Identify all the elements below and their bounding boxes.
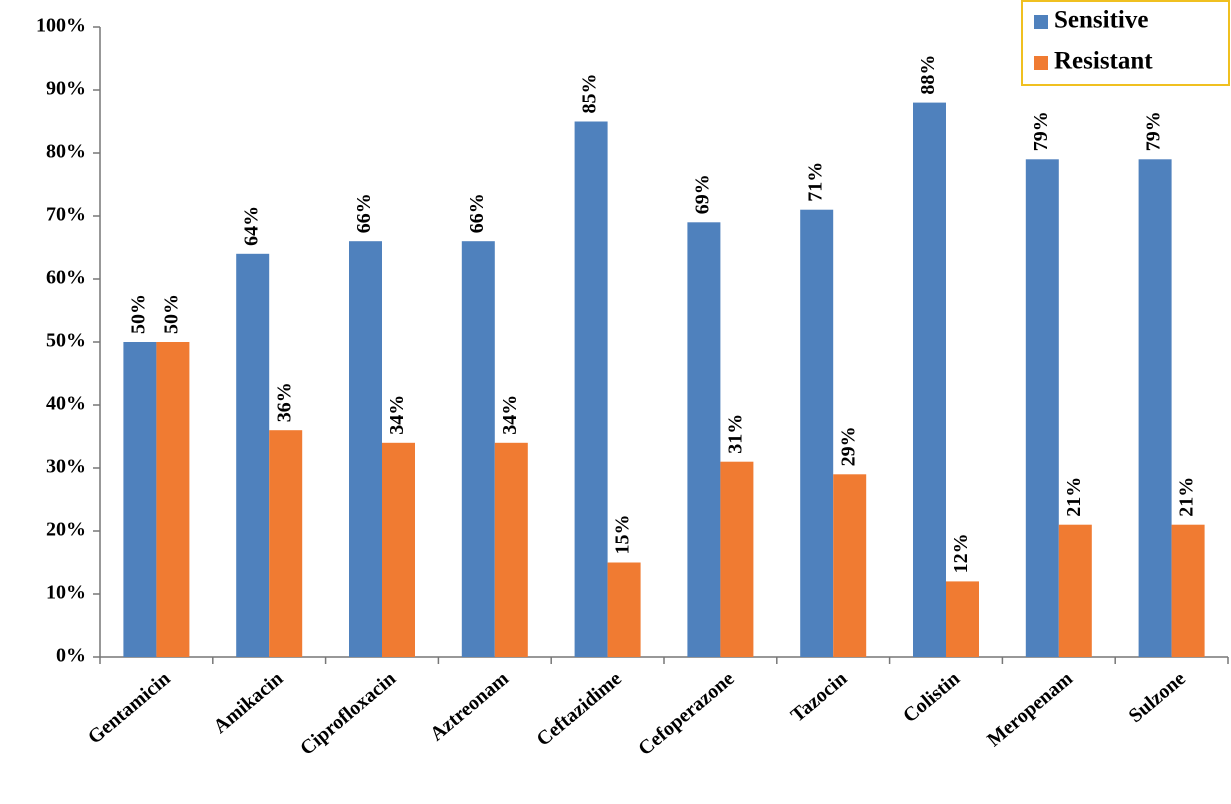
bar <box>156 342 190 657</box>
x-tick-label: Meropenam <box>983 667 1077 751</box>
x-tick-label: Sulzone <box>1125 667 1190 727</box>
value-label: 85% <box>579 74 601 114</box>
value-label: 31% <box>724 414 746 454</box>
value-label: 34% <box>386 395 408 435</box>
bar <box>833 474 867 657</box>
x-tick-label: Cefoperazone <box>634 667 738 760</box>
bar <box>1171 524 1205 657</box>
legend-label: Sensitive <box>1054 7 1148 34</box>
value-label: 21% <box>1176 477 1198 517</box>
value-label: 21% <box>1063 477 1085 517</box>
value-label: 69% <box>691 174 713 214</box>
value-label: 34% <box>499 395 521 435</box>
y-tick-label: 50% <box>46 330 86 352</box>
value-label: 71% <box>804 162 826 202</box>
bar <box>236 253 270 658</box>
value-label: 79% <box>1143 111 1165 151</box>
y-tick-label: 20% <box>46 519 86 541</box>
legend-swatch <box>1034 15 1048 29</box>
bar <box>461 241 495 657</box>
bar <box>1058 524 1092 657</box>
bar <box>349 241 382 657</box>
x-tick-label: Colistin <box>899 667 964 727</box>
bar <box>574 121 608 657</box>
bar <box>382 442 415 657</box>
value-label: 79% <box>1030 111 1052 151</box>
bar <box>123 342 157 657</box>
legend-label: Resistant <box>1054 48 1153 75</box>
value-label: 36% <box>273 382 295 422</box>
bar <box>1138 159 1172 658</box>
bar <box>913 102 946 658</box>
bar <box>607 562 641 657</box>
x-tick-label: Ciprofloxacin <box>296 667 400 759</box>
y-tick-label: 100% <box>36 15 86 37</box>
bar <box>687 222 721 658</box>
value-label: 66% <box>466 193 488 233</box>
bar <box>494 442 528 657</box>
x-tick-label: Tazocin <box>787 667 852 726</box>
bar <box>946 581 979 657</box>
value-label: 88% <box>917 55 939 95</box>
legend-box <box>1021 0 1230 86</box>
y-tick-label: 60% <box>46 267 86 289</box>
x-tick-label: Gentamicin <box>84 667 175 748</box>
value-label: 15% <box>612 515 634 555</box>
bar <box>1025 159 1059 658</box>
y-tick-label: 0% <box>56 645 86 667</box>
bar <box>800 209 834 657</box>
bar <box>720 461 754 657</box>
x-tick-label: Amikacin <box>209 667 287 737</box>
bar <box>269 430 303 657</box>
y-tick-label: 40% <box>46 393 86 415</box>
x-tick-label: Ceftazidime <box>532 667 625 750</box>
y-tick-label: 10% <box>46 582 86 604</box>
y-tick-label: 90% <box>46 78 86 100</box>
y-tick-label: 30% <box>46 456 86 478</box>
value-label: 50% <box>127 294 149 334</box>
legend-swatch <box>1034 56 1048 70</box>
value-label: 50% <box>160 294 182 334</box>
y-tick-label: 80% <box>46 141 86 163</box>
x-tick-label: Aztreonam <box>426 667 513 745</box>
value-label: 12% <box>950 533 972 573</box>
value-label: 66% <box>353 193 375 233</box>
value-label: 64% <box>240 206 262 246</box>
y-tick-label: 70% <box>46 204 86 226</box>
value-label: 29% <box>837 426 859 466</box>
